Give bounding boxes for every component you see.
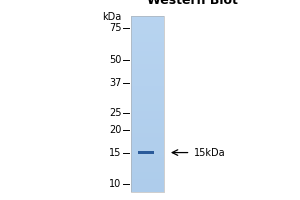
Bar [130,148,164,150]
Bar [130,86,164,89]
Bar [130,60,164,62]
Bar [130,185,164,188]
Bar [130,174,164,177]
Bar [130,152,164,155]
Bar [130,88,164,91]
Bar [130,18,164,20]
Bar [130,168,164,170]
Bar [130,55,164,58]
Bar [130,75,164,78]
Bar [130,119,164,122]
Bar [130,181,164,183]
Bar [130,141,164,144]
Bar [130,38,164,40]
Bar [130,130,164,133]
Bar [130,49,164,51]
Bar [130,80,164,82]
Bar [130,157,164,159]
Bar [130,62,164,64]
Bar [130,190,164,192]
Bar [130,93,164,95]
Bar [130,71,164,73]
Bar [130,117,164,119]
Bar [130,146,164,148]
Bar [130,172,164,174]
Bar [130,20,164,23]
Bar [130,27,164,29]
Bar [130,44,164,47]
Bar [130,16,164,192]
Bar [138,151,154,154]
Text: 75: 75 [109,23,122,33]
Bar [130,29,164,31]
Bar [130,66,164,69]
Bar [130,58,164,60]
Bar [130,126,164,128]
Bar [130,69,164,71]
Bar [130,53,164,56]
Bar [130,108,164,111]
Bar [130,121,164,124]
Bar [130,33,164,36]
Bar [130,25,164,27]
Bar [130,163,164,166]
Bar [130,73,164,75]
Bar [130,139,164,141]
Text: 50: 50 [109,55,122,65]
Bar [130,36,164,38]
Text: 37: 37 [109,78,122,88]
Bar [130,106,164,108]
Text: 15kDa: 15kDa [194,148,225,158]
Bar [130,128,164,130]
Bar [130,47,164,49]
Bar [130,115,164,117]
Bar [130,161,164,163]
Bar [130,165,164,168]
Bar [130,77,164,80]
Bar [130,42,164,45]
Bar [130,143,164,146]
Bar [130,159,164,161]
Bar [130,104,164,106]
Bar [130,82,164,84]
Text: 25: 25 [109,108,122,118]
Bar [130,154,164,157]
Bar [130,150,164,152]
Bar [130,170,164,172]
Bar [130,40,164,42]
Bar [130,99,164,102]
Bar [130,102,164,104]
Bar [130,113,164,115]
Bar [130,135,164,137]
Bar [130,22,164,25]
Bar [130,179,164,181]
Text: Western Blot: Western Blot [147,0,237,7]
Bar [130,110,164,113]
Bar [130,84,164,86]
Bar [130,183,164,185]
Bar [130,91,164,93]
Bar [130,97,164,100]
Bar [130,137,164,139]
Text: 15: 15 [109,148,122,158]
Text: 20: 20 [109,125,122,135]
Bar [130,95,164,97]
Bar [130,187,164,190]
Text: 10: 10 [109,179,122,189]
Bar [130,16,164,18]
Bar [130,51,164,53]
Bar [130,31,164,34]
Bar [130,124,164,126]
Bar [130,176,164,179]
Bar [130,64,164,67]
Bar [130,132,164,135]
Text: kDa: kDa [102,12,122,22]
